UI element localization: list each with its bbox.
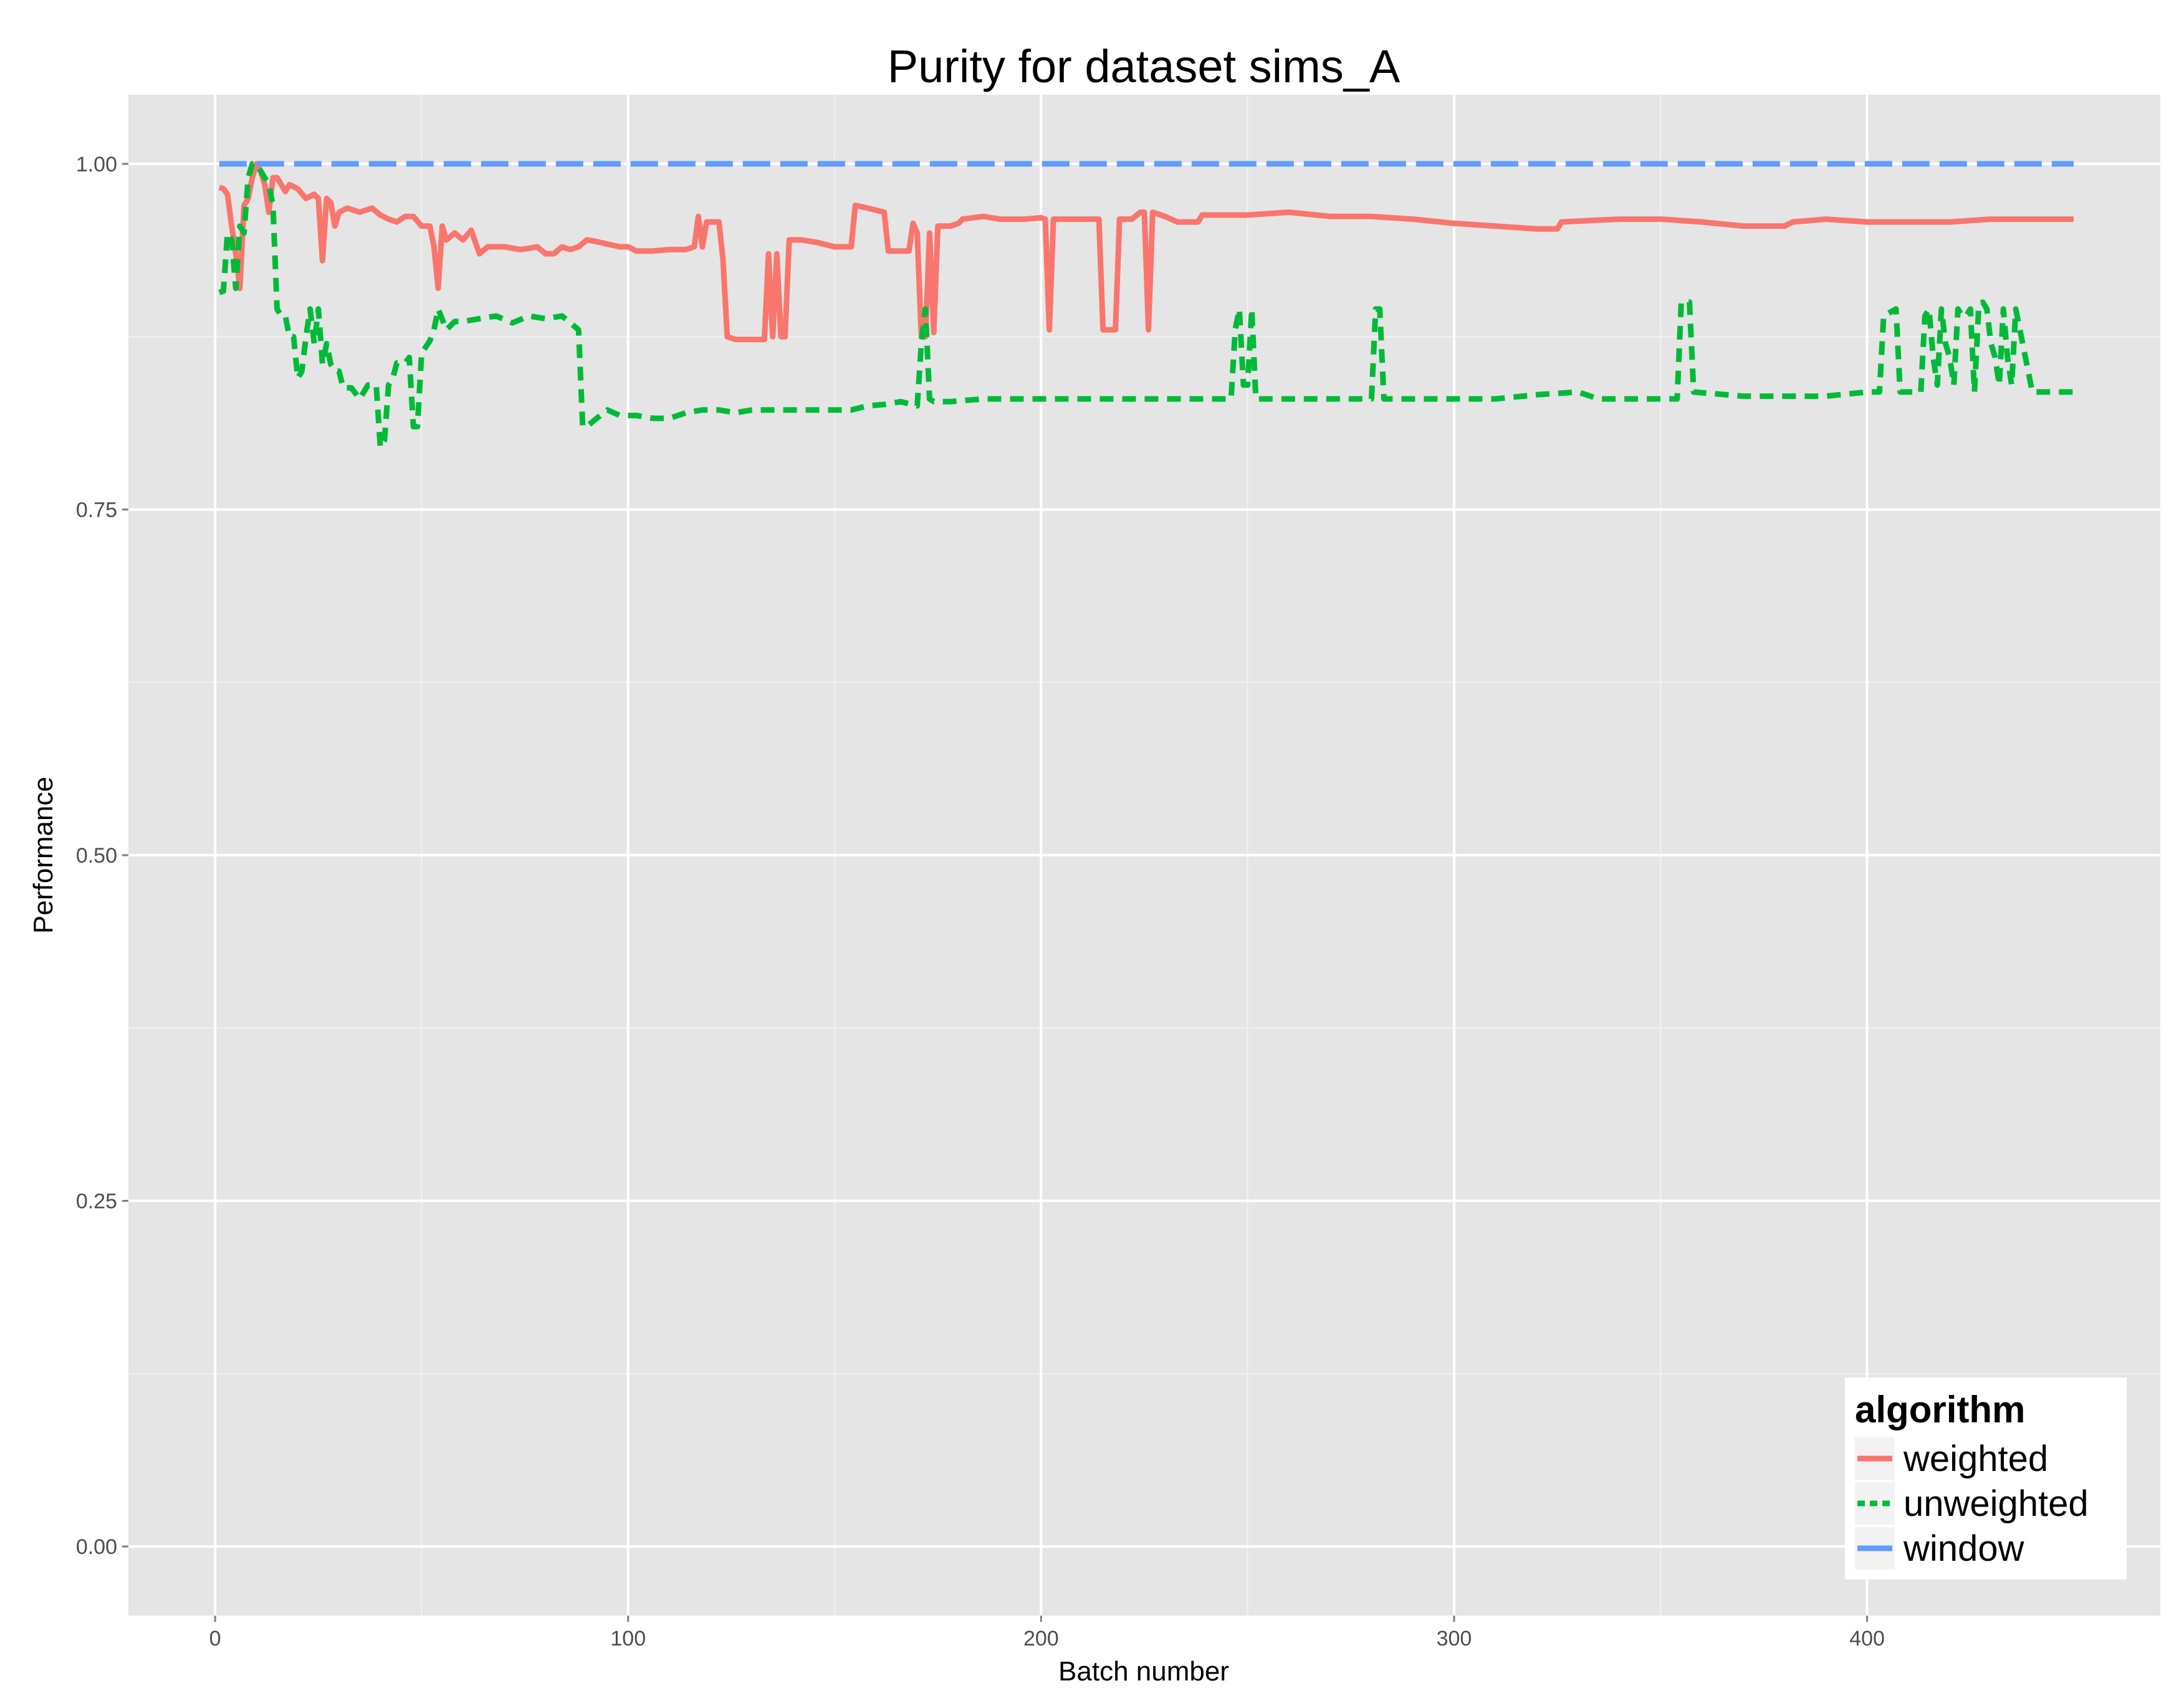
legend-label-unweighted: unweighted: [1904, 1483, 2089, 1524]
y-axis: 0.00 0.25 0.50 0.75 1.00: [76, 153, 128, 1559]
x-tick-label: 400: [1849, 1627, 1885, 1651]
series-line-unweighted: [218, 161, 2074, 451]
legend-label-weighted: weighted: [1903, 1439, 2048, 1479]
legend-label-window: window: [1903, 1528, 2025, 1569]
x-tick-label: 200: [1023, 1627, 1059, 1651]
y-axis-title: Performance: [28, 777, 59, 934]
x-tick-label: 100: [610, 1627, 646, 1651]
y-tick-label: 1.00: [76, 153, 117, 176]
y-tick-label: 0.75: [76, 498, 117, 522]
legend-title: algorithm: [1855, 1389, 2025, 1430]
x-axis-title: Batch number: [1058, 1656, 1229, 1687]
series-line-weighted: [218, 161, 2074, 343]
series-layer: [218, 161, 2074, 451]
x-tick-label: 0: [209, 1627, 221, 1651]
y-tick-label: 0.00: [76, 1535, 117, 1559]
y-tick-label: 0.50: [76, 844, 117, 868]
x-tick-label: 300: [1437, 1627, 1472, 1651]
chart-title: Purity for dataset sims_A: [888, 41, 1401, 92]
y-tick-label: 0.25: [76, 1190, 117, 1214]
x-axis: 0 100 200 300 400: [209, 1616, 1885, 1651]
